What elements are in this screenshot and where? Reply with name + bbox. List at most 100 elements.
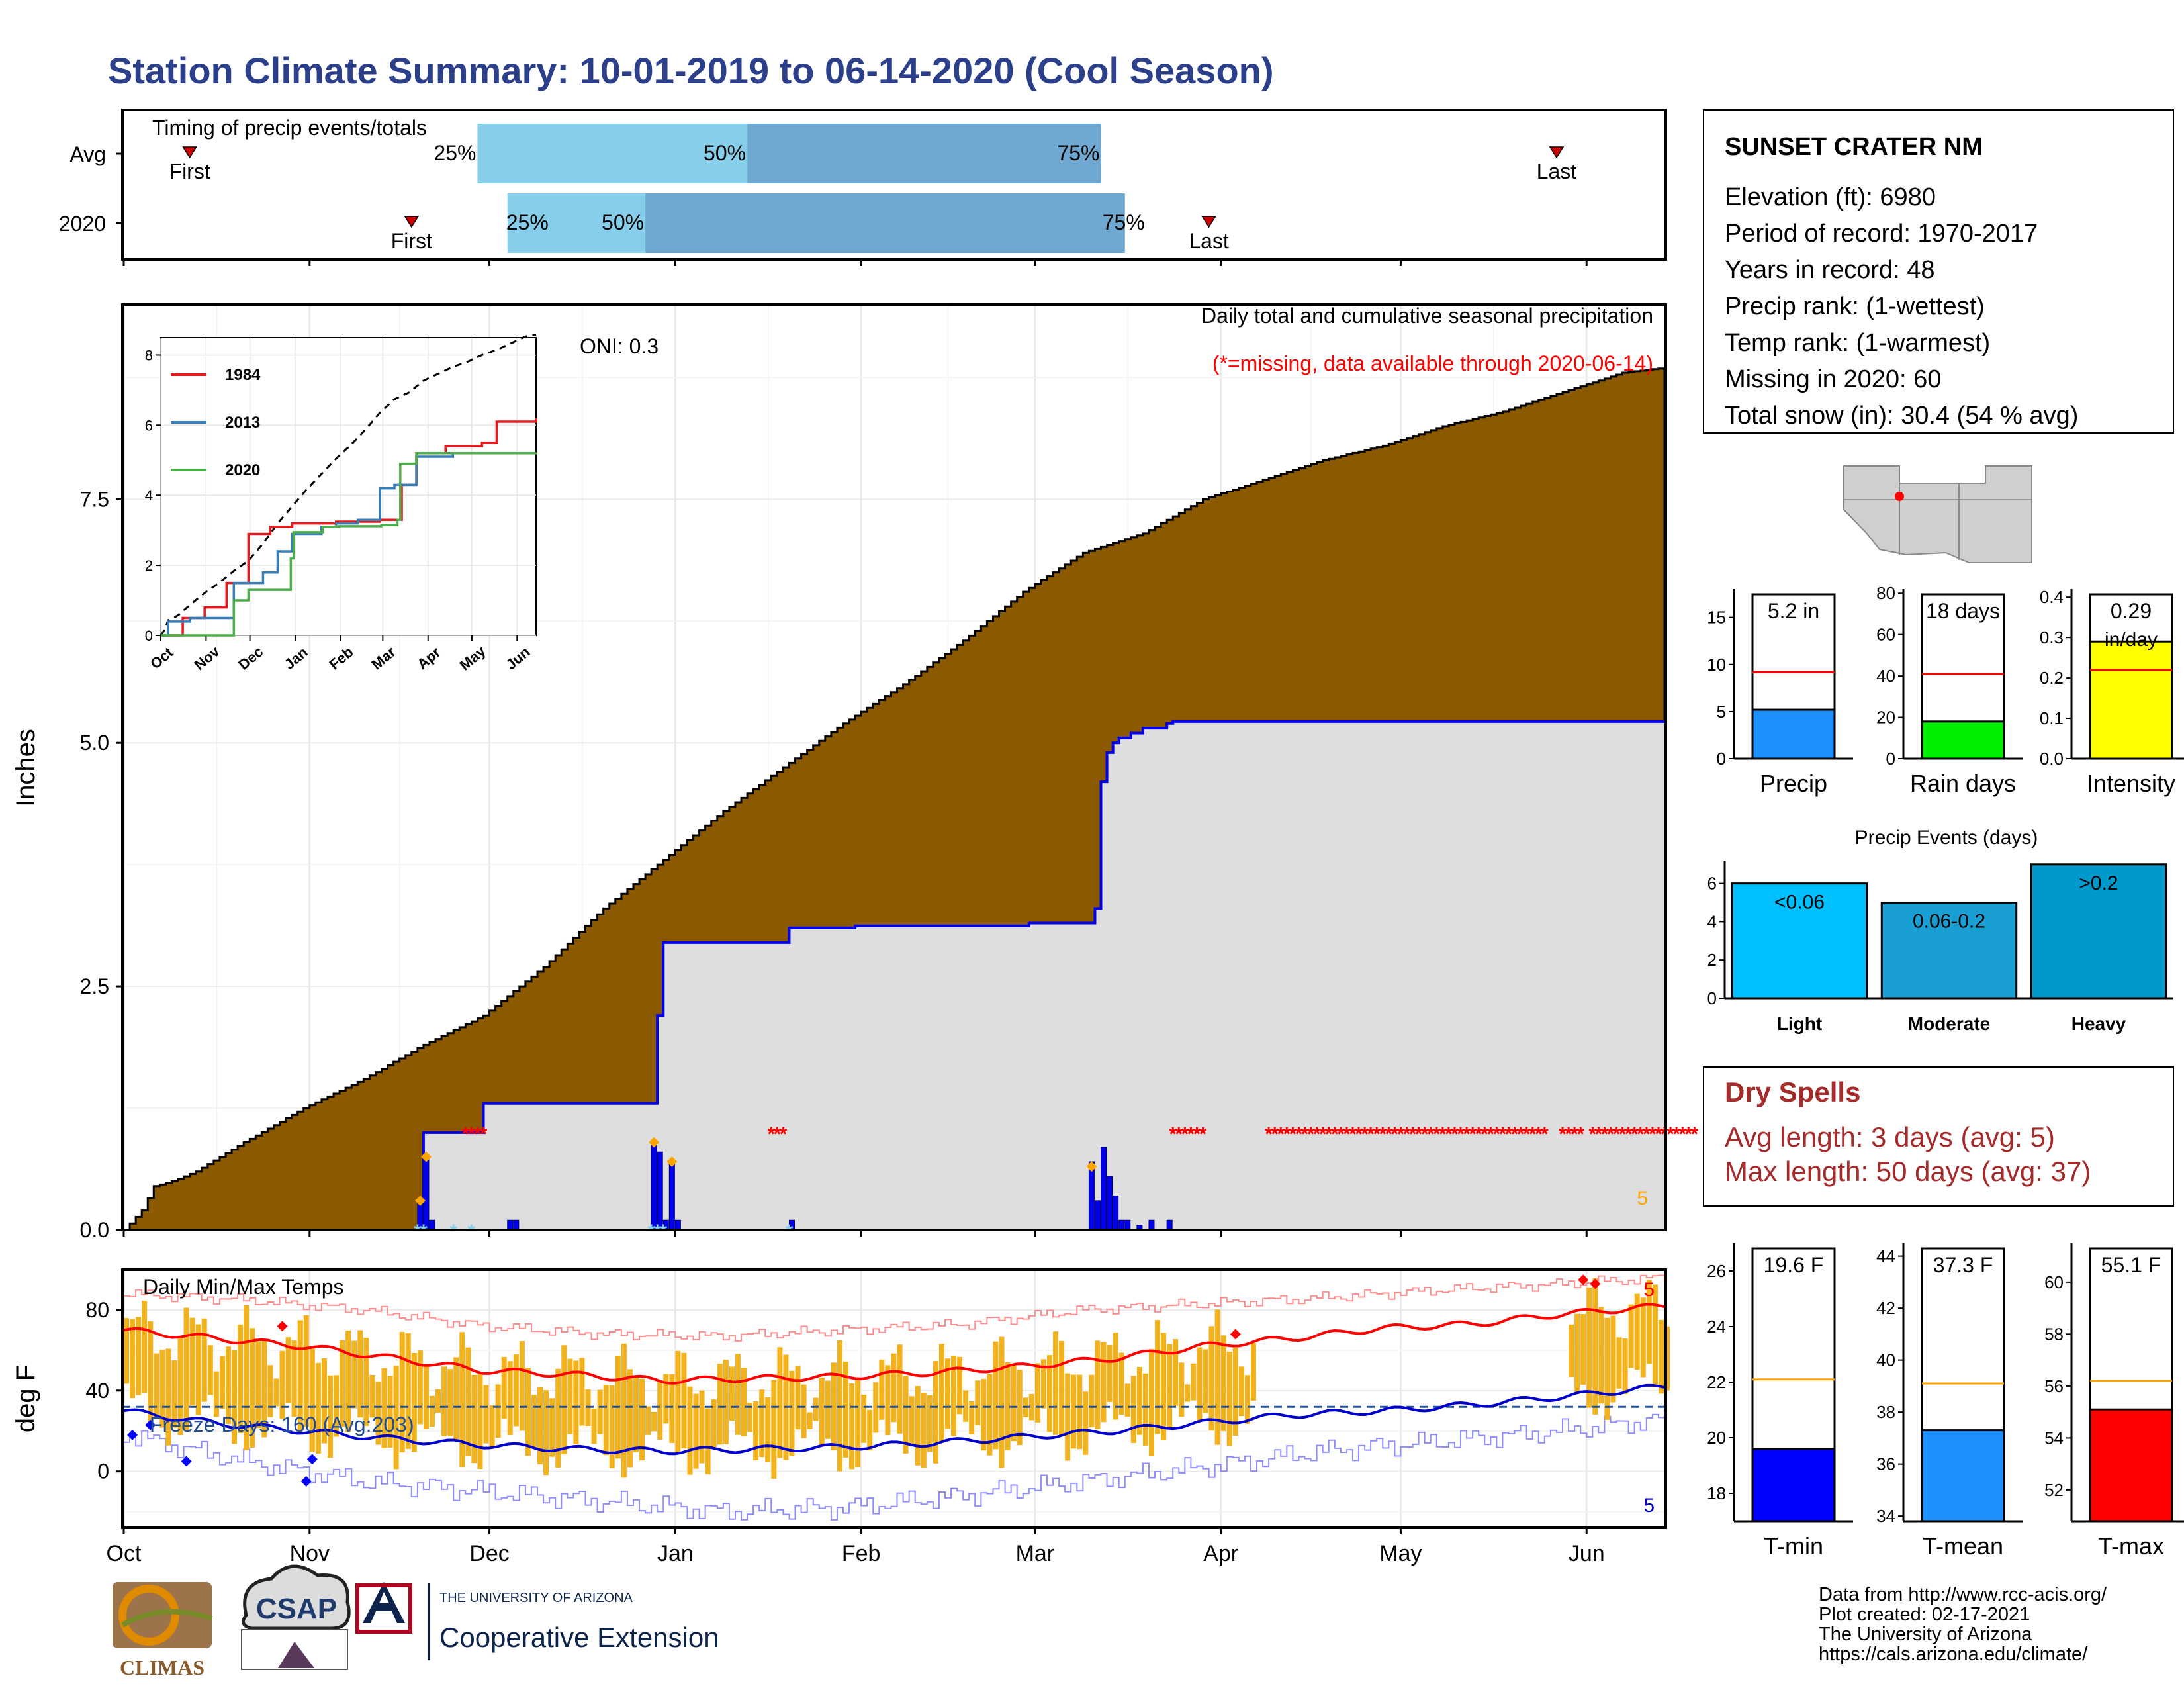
missing-day-mark: * (1361, 1123, 1369, 1145)
record-low-marker (181, 1456, 192, 1467)
daily-temp-bar (1017, 1370, 1023, 1446)
daily-temp-bar (1167, 1344, 1173, 1429)
timing-p25-label: 25% (506, 211, 549, 234)
missing-day-mark: * (1690, 1123, 1698, 1145)
event-diamond-marker (1086, 1161, 1097, 1172)
daily-temp-bar (999, 1336, 1005, 1468)
daily-temp-bar (969, 1401, 975, 1434)
summary-precip-y-tick-label: 15 (1707, 608, 1726, 628)
missing-day-mark: * (1427, 1123, 1435, 1145)
daily-temp-bar (261, 1340, 267, 1438)
daily-temp-bar (477, 1374, 483, 1470)
record-max-line (124, 1274, 1665, 1342)
daily-temp-bar (232, 1350, 238, 1444)
record-low-marker (306, 1454, 318, 1465)
daily-temp-bar (633, 1377, 639, 1452)
daily-temp-bar (879, 1359, 885, 1420)
daily-temp-bar (1148, 1348, 1154, 1456)
oni-label: ONI: 0.3 (580, 334, 659, 358)
missing-day-mark: * (1588, 1123, 1596, 1145)
daily-temp-bar (675, 1350, 681, 1453)
daily-temp-bar (549, 1398, 555, 1457)
daily-temp-bar (543, 1390, 549, 1476)
locator-map (1841, 463, 2034, 569)
daily-temp-bar (1142, 1373, 1148, 1446)
missing-day-mark: * (1265, 1123, 1273, 1145)
daily-temp-bar (1077, 1374, 1083, 1450)
daily-temp-bar (465, 1347, 471, 1456)
daily-temp-bar (177, 1336, 183, 1435)
daily-temp-bar (495, 1384, 501, 1438)
temp-y-tick-label: 0 (97, 1460, 109, 1483)
daily-temp-bar (489, 1405, 495, 1449)
missing-day-mark: * (1199, 1123, 1207, 1145)
daily-temp-bar (1130, 1376, 1136, 1443)
missing-day-mark: * (1517, 1123, 1525, 1145)
temp-x-tick-label: Jun (1569, 1541, 1605, 1566)
daily-temp-bar (579, 1358, 585, 1426)
ua-top-line: THE UNIVERSITY OF ARIZONA (439, 1591, 633, 1605)
daily-temp-bar (567, 1358, 573, 1434)
summary-tmean-value-label: 37.3 F (1933, 1253, 1993, 1277)
missing-day-mark: * (474, 1123, 482, 1145)
daily-temp-bar (1191, 1363, 1197, 1401)
missing-day-mark: * (1271, 1123, 1279, 1145)
timing-bar-50-75 (645, 193, 1125, 253)
summary-precip-bar (1751, 708, 1836, 760)
summary-tmax-y-tick-label: 52 (2044, 1480, 2064, 1500)
csap-logo: CSAP (241, 1564, 351, 1670)
daily-temp-bar (843, 1361, 849, 1458)
record-low-marker (127, 1429, 138, 1440)
events-y-tick-label: 0 (1707, 988, 1717, 1008)
daily-temp-bar (1622, 1338, 1628, 1395)
events-y-tick-label: 6 (1707, 874, 1717, 894)
precip-y-tick-label: 2.5 (80, 974, 109, 998)
daily-temp-bar (1040, 1359, 1046, 1409)
daily-temp-bar (825, 1380, 831, 1439)
daily-temp-bar (1658, 1319, 1664, 1394)
daily-temp-bar (891, 1353, 897, 1423)
daily-temp-bar (1604, 1317, 1610, 1420)
credit-url: https://cals.arizona.edu/climate/ (1819, 1644, 2088, 1665)
daily-temp-bar (130, 1319, 136, 1399)
daily-temp-bar (1238, 1366, 1244, 1417)
precip-corner-label: 5 (1637, 1188, 1648, 1209)
missing-day-mark: * (1367, 1123, 1375, 1145)
summary-tmin-y-tick-label: 22 (1707, 1372, 1726, 1392)
daily-temp-bar (309, 1348, 315, 1452)
daily-temp-bar (1628, 1304, 1634, 1368)
missing-day-mark: * (1541, 1123, 1549, 1145)
daily-temp-bar (315, 1362, 321, 1454)
inset-y-tick-label: 4 (145, 487, 153, 504)
precip-subtitle: (*=missing, data available through 2020-… (1212, 352, 1653, 375)
daily-temp-bar (609, 1385, 615, 1468)
daily-temp-bar (1208, 1326, 1214, 1431)
summary-tmin-value-label: 19.6 F (1764, 1253, 1824, 1277)
timing-bar-25-50 (477, 124, 748, 183)
daily-temp-bar (303, 1315, 309, 1427)
daily-temp-bar (1586, 1287, 1592, 1408)
daily-temp-bar (213, 1371, 219, 1417)
precip-panel: **** *** ****** ***************************… (11, 303, 1698, 1243)
daily-temp-bar (1652, 1284, 1658, 1387)
daily-precip-bar (1088, 1161, 1095, 1231)
summary-tmax-y-tick-label: 58 (2044, 1324, 2064, 1344)
daily-temp-bar (1053, 1331, 1059, 1435)
daily-temp-bar (531, 1395, 537, 1448)
daily-temp-bar (219, 1356, 225, 1409)
missing-day-mark: * (1595, 1123, 1603, 1145)
summary-intensity-unit-label: in/day (2105, 629, 2158, 651)
daily-temp-bar (1574, 1313, 1580, 1395)
summary-intensity-y-tick-label: 0.1 (2040, 708, 2064, 728)
timing-row-label: 2020 (59, 212, 106, 236)
temp-corner-bottom: 5 (1643, 1495, 1655, 1517)
daily-temp-bar (1113, 1332, 1118, 1420)
timing-p75-label: 75% (1057, 141, 1099, 165)
missing-day-mark: * (1493, 1123, 1501, 1145)
summary-raindays-y-tick-label: 40 (1876, 666, 1895, 686)
record-high-marker (1230, 1329, 1241, 1340)
station-info-line: Total snow (in): 30.4 (54 % avg) (1725, 402, 2078, 430)
daily-temp-bar (250, 1328, 255, 1448)
missing-day-mark: * (461, 1123, 469, 1145)
station-info-line: Elevation (ft): 6980 (1725, 183, 1936, 211)
